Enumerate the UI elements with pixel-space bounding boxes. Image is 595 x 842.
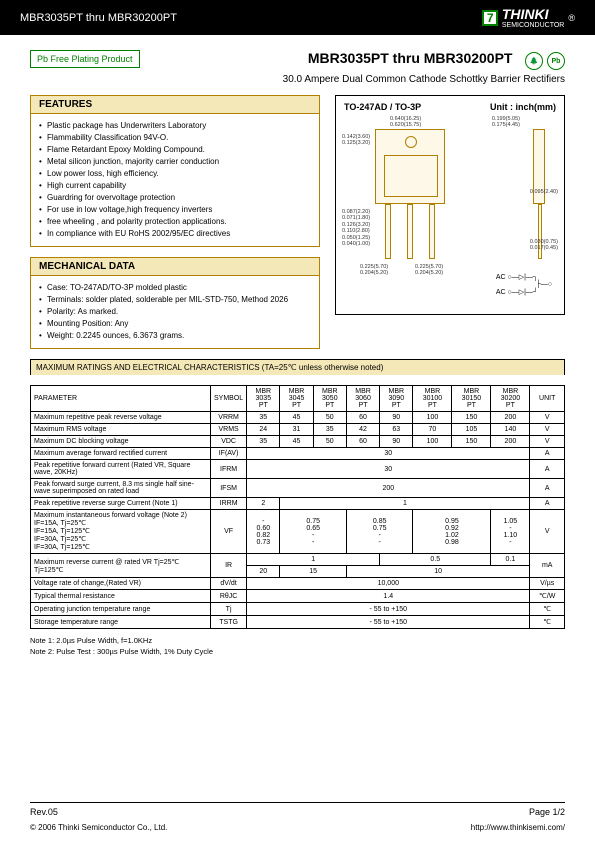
pb-free-badge: Pb Free Plating Product <box>30 50 140 68</box>
revision: Rev.05 <box>30 807 58 817</box>
features-box: FEATURES Plastic package has Underwriter… <box>30 95 320 247</box>
feature-item: Plastic package has Underwriters Laborat… <box>39 120 311 132</box>
rohs-icon: 🌲 <box>525 52 543 70</box>
feature-item: In compliance with EU RoHS 2002/95/EC di… <box>39 228 311 240</box>
note-2: Note 2: Pulse Test : 300µs Pulse Width, … <box>30 646 565 657</box>
mech-item: Weight: 0.2245 ounces, 6.3673 grams. <box>39 330 311 342</box>
unit-label: Unit : inch(mm) <box>490 102 556 112</box>
dim: 0.095(2.40) <box>530 189 558 195</box>
brand-logo: THINKI SEMICONDUCTOR ® <box>482 6 575 29</box>
ac-label: AC <box>496 289 506 296</box>
feature-item: Flammability Classification 94V-O. <box>39 132 311 144</box>
page-subtitle: 30.0 Ampere Dual Common Cathode Schottky… <box>283 74 565 85</box>
mech-list: Case: TO-247AD/TO-3P molded plasticTermi… <box>39 282 311 342</box>
dim: 0.175(4.45) <box>492 122 520 128</box>
package-name: TO-247AD / TO-3P <box>344 102 421 112</box>
pkg-lead-3 <box>429 204 435 259</box>
mechdata-title: MECHANICAL DATA <box>31 258 319 276</box>
footer: Rev.05 Page 1/2 © 2006 Thinki Semiconduc… <box>0 802 595 842</box>
table-caption: MAXIMUM RATINGS AND ELECTRICAL CHARACTER… <box>30 359 565 375</box>
feature-item: Low power loss, high efficiency. <box>39 168 311 180</box>
mech-item: Terminals: solder plated, solderable per… <box>39 294 311 306</box>
pkg-lead-2 <box>407 204 413 259</box>
mech-item: Polarity: As marked. <box>39 306 311 318</box>
dim: 0.017(0.45) <box>530 245 558 251</box>
package-diagram: TO-247AD / TO-3P Unit : inch(mm) 0.640(1… <box>335 95 565 315</box>
feature-item: Guardring for overvoltage protection <box>39 192 311 204</box>
pkg-hole <box>405 136 417 148</box>
pkg-lead-1 <box>385 204 391 259</box>
circuit-symbol: AC ○—▷|—┐ ├—○ AC ○—▷|—┘ <box>496 273 552 296</box>
feature-item: High current capability <box>39 180 311 192</box>
feature-item: free wheeling , and polarity protection … <box>39 216 311 228</box>
note-1: Note 1: 2.0µs Pulse Width, f=1.0KHz <box>30 635 565 646</box>
features-title: FEATURES <box>31 96 319 114</box>
copyright: © 2006 Thinki Semiconductor Co., Ltd. <box>30 823 167 832</box>
header-bar: MBR3035PT thru MBR30200PT THINKI SEMICON… <box>0 0 595 35</box>
mech-item: Mounting Position: Any <box>39 318 311 330</box>
dim: 0.620(15.75) <box>390 122 421 128</box>
doc-range: MBR3035PT thru MBR30200PT <box>20 12 177 24</box>
logo-icon <box>482 10 498 26</box>
mech-item: Case: TO-247AD/TO-3P molded plastic <box>39 282 311 294</box>
ac-label: AC <box>496 274 506 281</box>
feature-item: Metal silicon junction, majority carrier… <box>39 156 311 168</box>
feature-item: Flame Retardant Epoxy Molding Compound. <box>39 144 311 156</box>
pkg-inner <box>384 155 438 197</box>
dim: 0.125(3.20) <box>342 140 370 146</box>
footer-url: http://www.thinkisemi.com/ <box>471 823 565 832</box>
dim: 0.204(5.20) <box>360 270 388 276</box>
pkg-body-outline <box>375 129 445 204</box>
dim: 0.110(2.80) <box>342 228 370 234</box>
page-title: MBR3035PT thru MBR30200PT <box>308 50 513 66</box>
brand-sub: SEMICONDUCTOR <box>502 22 564 29</box>
dim: 0.071(1.80) <box>342 215 370 221</box>
registered-icon: ® <box>568 13 575 23</box>
dim: 0.204(5.20) <box>415 270 443 276</box>
page-number: Page 1/2 <box>529 807 565 817</box>
ratings-table: PARAMETERSYMBOLMBR3035PTMBR3045PTMBR3050… <box>30 385 565 629</box>
brand-name: THINKI <box>502 6 564 22</box>
features-list: Plastic package has Underwriters Laborat… <box>39 120 311 240</box>
mechdata-box: MECHANICAL DATA Case: TO-247AD/TO-3P mol… <box>30 257 320 349</box>
dim: 0.040(1.00) <box>342 241 370 247</box>
pb-icon: Pb <box>547 52 565 70</box>
feature-item: For use in low voltage,high frequency in… <box>39 204 311 216</box>
